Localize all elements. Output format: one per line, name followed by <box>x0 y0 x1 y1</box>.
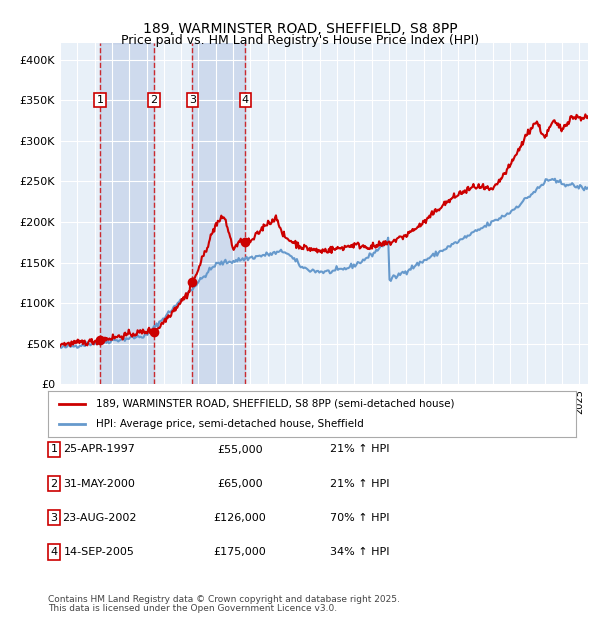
Text: 70% ↑ HPI: 70% ↑ HPI <box>330 513 390 523</box>
Text: 3: 3 <box>189 95 196 105</box>
Text: 4: 4 <box>50 547 58 557</box>
Text: £55,000: £55,000 <box>217 445 263 454</box>
Text: 3: 3 <box>50 513 58 523</box>
Text: This data is licensed under the Open Government Licence v3.0.: This data is licensed under the Open Gov… <box>48 603 337 613</box>
Bar <box>100 43 154 384</box>
Text: 21% ↑ HPI: 21% ↑ HPI <box>330 445 390 454</box>
Text: 14-SEP-2005: 14-SEP-2005 <box>64 547 134 557</box>
Text: 31-MAY-2000: 31-MAY-2000 <box>63 479 135 489</box>
Text: 1: 1 <box>50 445 58 454</box>
Text: £126,000: £126,000 <box>214 513 266 523</box>
Text: 189, WARMINSTER ROAD, SHEFFIELD, S8 8PP (semi-detached house): 189, WARMINSTER ROAD, SHEFFIELD, S8 8PP … <box>95 399 454 409</box>
Text: 2: 2 <box>50 479 58 489</box>
Bar <box>193 43 245 384</box>
Text: 21% ↑ HPI: 21% ↑ HPI <box>330 479 390 489</box>
Bar <box>193 43 245 384</box>
Text: 25-APR-1997: 25-APR-1997 <box>63 445 135 454</box>
Text: 1: 1 <box>97 95 104 105</box>
Text: Contains HM Land Registry data © Crown copyright and database right 2025.: Contains HM Land Registry data © Crown c… <box>48 595 400 604</box>
Text: 4: 4 <box>242 95 249 105</box>
Text: 23-AUG-2002: 23-AUG-2002 <box>62 513 136 523</box>
Text: £65,000: £65,000 <box>217 479 263 489</box>
Text: 2: 2 <box>150 95 157 105</box>
Text: £175,000: £175,000 <box>214 547 266 557</box>
Text: HPI: Average price, semi-detached house, Sheffield: HPI: Average price, semi-detached house,… <box>95 419 363 429</box>
Bar <box>100 43 154 384</box>
Text: Price paid vs. HM Land Registry's House Price Index (HPI): Price paid vs. HM Land Registry's House … <box>121 34 479 47</box>
Text: 189, WARMINSTER ROAD, SHEFFIELD, S8 8PP: 189, WARMINSTER ROAD, SHEFFIELD, S8 8PP <box>143 22 457 36</box>
Text: 34% ↑ HPI: 34% ↑ HPI <box>330 547 390 557</box>
